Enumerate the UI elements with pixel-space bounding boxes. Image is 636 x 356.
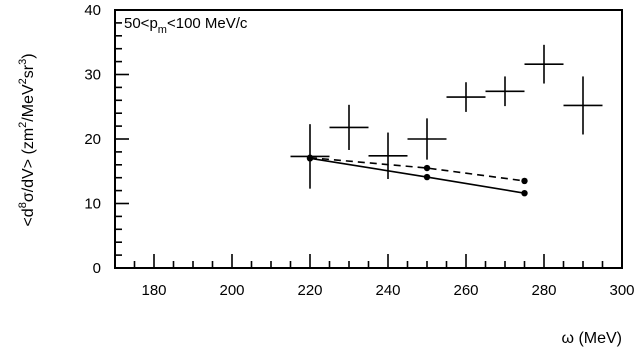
y-tick-label: 20 — [84, 131, 101, 148]
tick-labels: 180 200 220 240 260 280 300 0 10 20 30 40 — [84, 2, 634, 299]
dashed-model-curve — [309, 156, 525, 182]
solid-model-point — [306, 155, 314, 162]
plot-frame — [114, 9, 623, 269]
y-tick-label: 40 — [84, 2, 101, 19]
kinematic-range-annotation: 50<pm<100 MeV/c — [124, 15, 248, 36]
data-point — [407, 118, 447, 160]
x-axis-title: ω (MeV) — [562, 330, 623, 347]
data-point — [485, 76, 525, 107]
axis-ticks — [114, 9, 623, 269]
data-point — [563, 76, 603, 135]
x-tick-label: 260 — [453, 282, 478, 299]
data-point — [524, 44, 564, 84]
dashed-model-point — [423, 164, 431, 172]
x-tick-label: 200 — [219, 282, 244, 299]
y-axis-title: <d8σ/dV> (zm2/MeV2sr3) — [17, 53, 37, 226]
solid-model-point — [423, 173, 431, 181]
solid-model-curve — [309, 157, 525, 194]
plot-border — [114, 9, 623, 269]
x-tick-label: 240 — [375, 282, 400, 299]
data-point — [446, 82, 486, 112]
x-tick-label: 300 — [609, 282, 634, 299]
solid-model-point — [521, 189, 528, 197]
dashed-model-point — [521, 177, 528, 185]
x-tick-label: 280 — [531, 282, 556, 299]
data-point — [368, 132, 408, 179]
data-point — [329, 104, 369, 150]
y-tick-label: 30 — [84, 67, 101, 84]
y-tick-label: 10 — [84, 196, 101, 213]
y-tick-label: 0 — [93, 260, 101, 277]
x-tick-label: 180 — [141, 282, 166, 299]
x-tick-label: 220 — [297, 282, 322, 299]
series-layer — [290, 44, 603, 197]
